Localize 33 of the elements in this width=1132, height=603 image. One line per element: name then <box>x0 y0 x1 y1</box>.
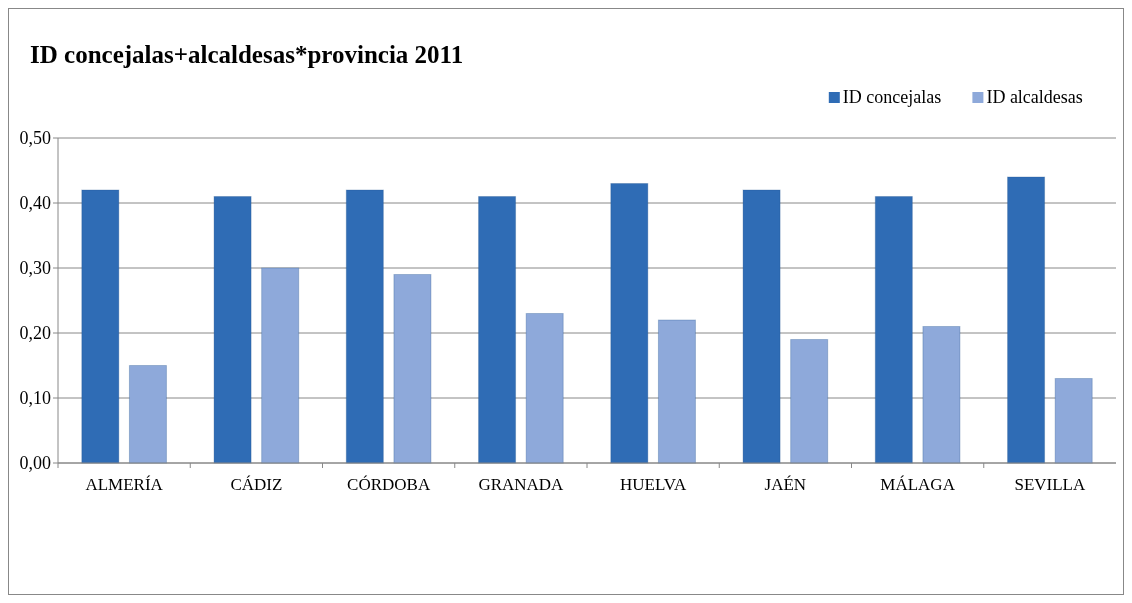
bar <box>1007 176 1046 464</box>
y-tick-label: 0,10 <box>19 388 51 409</box>
bar <box>657 319 696 464</box>
y-tick-label: 0,30 <box>19 258 51 279</box>
x-tick-label: ALMERÍA <box>85 475 164 494</box>
bar <box>81 189 120 464</box>
x-tick-label: GRANADA <box>478 475 565 494</box>
bar <box>1054 378 1093 464</box>
bar <box>345 189 384 464</box>
x-tick-label: HUELVA <box>620 475 687 494</box>
y-tick-label: 0,00 <box>19 453 51 474</box>
x-tick-label: SEVILLA <box>1014 475 1087 494</box>
bar <box>128 365 167 464</box>
x-tick-label: JAÉN <box>764 475 807 494</box>
bar <box>393 274 432 464</box>
bar <box>610 183 649 464</box>
bar <box>261 267 300 464</box>
bar <box>742 189 781 464</box>
bar <box>790 339 829 464</box>
x-tick-label: CÁDIZ <box>230 475 283 494</box>
x-tick-label: CÓRDOBA <box>347 475 431 494</box>
y-tick-label: 0,40 <box>19 193 51 214</box>
legend-label: ID concejalas <box>842 87 942 107</box>
bar <box>478 196 517 464</box>
y-tick-label: 0,20 <box>19 323 51 344</box>
y-tick-label: 0,50 <box>19 128 51 149</box>
bar <box>525 313 564 464</box>
x-tick-label: MÁLAGA <box>880 475 956 494</box>
bar <box>874 196 913 464</box>
legend-label: ID alcaldesas <box>986 87 1083 107</box>
chart-title: ID concejalas+alcaldesas*provincia 2011 <box>30 41 464 68</box>
bar <box>213 196 252 464</box>
bar <box>922 326 961 464</box>
